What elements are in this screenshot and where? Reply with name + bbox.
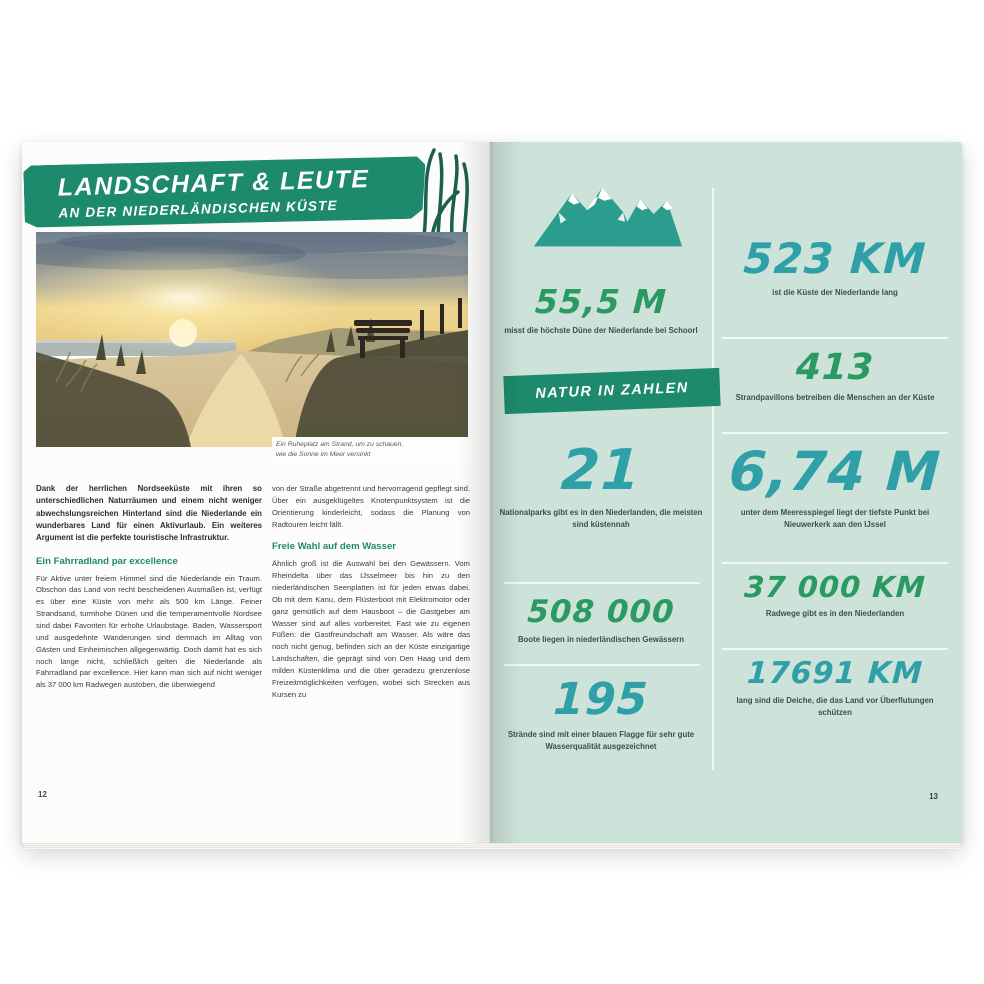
section-body-cycling: Für Aktive unter freiem Himmel sind die … <box>36 573 262 690</box>
grid-divider-h5 <box>504 582 700 584</box>
section-heading-cycling: Ein Fahrradland par excellence <box>36 555 178 567</box>
page-number-left: 12 <box>38 790 47 799</box>
stat-dune-height: 55,5 M misst die höchste Düne der Nieder… <box>498 282 704 337</box>
grid-divider-h6 <box>504 664 700 666</box>
stat-value: 55,5 M <box>534 282 668 321</box>
stat-national-parks: 21 Nationalparks gibt es in den Niederla… <box>498 438 704 530</box>
section-body-water: Ähnlich groß ist die Auswahl bei den Gew… <box>272 559 470 699</box>
stat-caption: Radwege gibt es in den Niederlanden <box>765 609 905 618</box>
photo-caption: Ein Ruheplatz am Strand, um zu schauen, … <box>272 437 470 464</box>
stat-value: 413 <box>794 347 876 388</box>
book-page-edges <box>24 843 960 849</box>
dune-grass-icon <box>422 148 469 236</box>
stat-value: 6,74 M <box>727 440 943 503</box>
stat-value: 523 KM <box>742 234 928 283</box>
mountains-icon <box>533 187 683 247</box>
section-heading-water: Freie Wahl auf dem Wasser <box>272 541 397 553</box>
natur-in-zahlen-badge: NATUR IN ZAHLEN <box>503 367 721 415</box>
stat-value: 508 000 <box>526 594 676 630</box>
stat-dikes-length: 17691 KM lang sind die Deiche, die das L… <box>722 656 948 718</box>
stat-value: 37 000 KM <box>743 570 927 604</box>
stat-blue-flag-beaches: 195 Strände sind mit einer blauen Flagge… <box>498 674 704 752</box>
intro-paragraph: Dank der herrlichen Nordseeküste mit ihr… <box>36 484 262 543</box>
grid-divider-h1 <box>722 337 948 339</box>
stat-caption: Nationalparks gibt es in den Niederlande… <box>499 508 703 529</box>
stat-caption: Boote liegen in niederländischen Gewässe… <box>518 635 684 644</box>
stat-beach-pavilions: 413 Strandpavillons betreiben die Mensch… <box>722 347 948 404</box>
column2-continuation: von der Straße abgetrennt und hervorrage… <box>272 484 470 529</box>
stat-caption: Strände sind mit einer blauen Flagge für… <box>507 730 695 751</box>
right-page-infographic: 55,5 M misst die höchste Düne der Nieder… <box>490 142 962 844</box>
page-number-right: 13 <box>929 792 938 801</box>
stat-value: 195 <box>552 674 650 725</box>
chapter-banner: LANDSCHAFT & LEUTE AN DER NIEDERLÄNDISCH… <box>23 154 427 229</box>
photo-caption-line2: wie die Sonne im Meer versinkt <box>276 451 371 459</box>
stat-lowest-point: 6,74 M unter dem Meeresspiegel liegt der… <box>722 440 948 530</box>
stat-caption: unter dem Meeresspiegel liegt der tiefst… <box>740 508 930 529</box>
stat-coast-length: 523 KM ist die Küste der Niederlande lan… <box>722 234 948 299</box>
grid-divider-vertical <box>712 188 714 770</box>
stat-boats: 508 000 Boote liegen in niederländischen… <box>498 594 704 646</box>
text-column-2: von der Straße abgetrennt und hervorrage… <box>272 483 470 700</box>
grid-divider-h3 <box>722 562 948 564</box>
stat-caption: ist die Küste der Niederlande lang <box>772 288 898 297</box>
stat-value: 21 <box>559 438 643 503</box>
grid-divider-h4 <box>722 648 948 650</box>
badge-label: NATUR IN ZAHLEN <box>534 380 690 402</box>
stat-cycle-paths: 37 000 KM Radwege gibt es in den Niederl… <box>722 570 948 620</box>
photo-caption-line1: Ein Ruheplatz am Strand, um zu schauen, <box>276 441 404 448</box>
stat-value: 17691 KM <box>746 656 924 691</box>
beach-sunset-photo <box>36 232 468 447</box>
stat-caption: lang sind die Deiche, die das Land vor Ü… <box>736 696 934 717</box>
stat-caption: Strandpavillons betreiben die Menschen a… <box>735 393 935 402</box>
left-page: LANDSCHAFT & LEUTE AN DER NIEDERLÄNDISCH… <box>22 142 490 844</box>
open-book: LANDSCHAFT & LEUTE AN DER NIEDERLÄNDISCH… <box>22 142 962 849</box>
text-column-1: Dank der herrlichen Nordseeküste mit ihr… <box>36 483 262 691</box>
grid-divider-h2 <box>722 432 948 434</box>
stat-caption: misst die höchste Düne der Niederlande b… <box>504 326 698 335</box>
